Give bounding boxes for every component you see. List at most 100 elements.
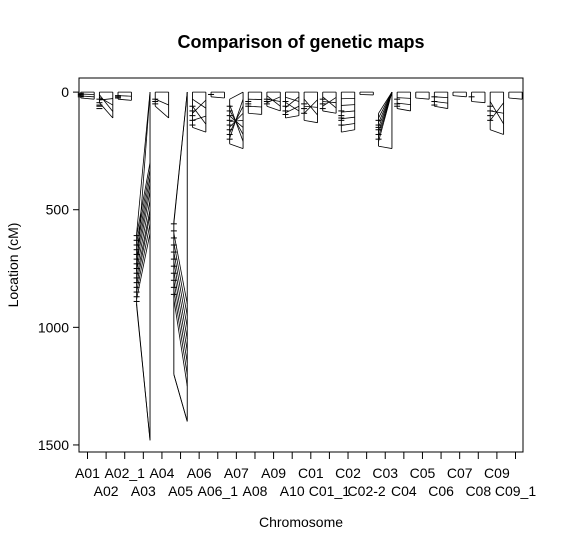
map-link (136, 303, 151, 441)
map-link (229, 143, 244, 149)
chromosome-A06 (189, 91, 207, 133)
x-tick-label: C04 (391, 483, 417, 499)
x-tick-label: C05 (410, 465, 436, 481)
map-link (489, 101, 504, 125)
map-link (136, 92, 151, 234)
map-link (489, 102, 504, 121)
x-tick-label: A06 (187, 465, 212, 481)
map-link (173, 299, 188, 387)
x-tick-label: A01 (75, 465, 100, 481)
chromosome-A08 (245, 91, 263, 115)
map-link (136, 92, 151, 271)
map-link (136, 169, 151, 243)
chromosome-A02_1 (115, 91, 132, 101)
map-link (378, 92, 393, 142)
chromosome-C04 (394, 91, 411, 112)
chromosome-A09 (263, 91, 281, 112)
map-link (173, 261, 188, 340)
map-link (229, 99, 244, 139)
map-link (154, 105, 169, 119)
map-link (136, 162, 151, 236)
x-axis: A01 A02 A02_1 A03 A04 A05 A06 A06_1 A07 A08 A09 A10… (75, 452, 536, 499)
map-link (397, 102, 411, 106)
chromosome-C01_1 (319, 91, 337, 114)
chromosome-A07 (226, 91, 244, 149)
map-link (229, 91, 244, 100)
map-link (173, 374, 188, 422)
map-link (229, 119, 244, 122)
chromosome-C09 (487, 91, 505, 135)
map-link (136, 190, 151, 264)
map-link (341, 116, 355, 120)
x-tick-label: A10 (280, 483, 305, 499)
map-link (80, 97, 95, 100)
chromosome-C03 (375, 91, 393, 149)
chromosome-C07 (452, 91, 467, 98)
map-link (341, 129, 355, 133)
map-link (192, 115, 206, 121)
y-tick-label: 1000 (38, 319, 69, 335)
x-tick-label: A02 (94, 483, 119, 499)
map-link (490, 129, 504, 135)
chromosome-C05 (415, 91, 430, 100)
map-link (415, 97, 430, 100)
x-tick-label: C07 (447, 465, 473, 481)
map-link (508, 97, 523, 100)
map-link (173, 289, 188, 375)
y-tick-label: 500 (46, 202, 70, 218)
x-tick-label: C06 (428, 483, 454, 499)
chromosome-C09_1 (508, 91, 523, 100)
map-link (117, 98, 132, 101)
map-link (452, 95, 467, 98)
y-axis: 0 500 1000 1500 (38, 84, 79, 453)
x-tick-label: C02-2 (348, 483, 386, 499)
map-link (229, 110, 244, 135)
map-link (322, 110, 337, 114)
map-link (248, 112, 262, 115)
x-tick-label: C02 (335, 465, 361, 481)
x-tick-label: A09 (261, 465, 286, 481)
x-tick-label: C08 (465, 483, 491, 499)
map-link (266, 105, 281, 112)
map-link (285, 96, 300, 102)
map-link (285, 105, 300, 114)
map-link (471, 101, 486, 104)
x-tick-label: C01 (298, 465, 324, 481)
x-tick-label: A07 (224, 465, 249, 481)
map-link (378, 145, 393, 149)
map-link (192, 98, 207, 109)
chromosome-A03 (133, 92, 151, 441)
x-tick-label: A02_1 (104, 465, 145, 481)
chromosome-C08 (468, 91, 486, 104)
chart-title: Comparison of genetic maps (177, 32, 424, 52)
map-link (99, 94, 114, 112)
map-link (397, 97, 411, 99)
map-link (285, 115, 299, 119)
chromosome-A10 (282, 91, 300, 119)
map-link (341, 110, 355, 113)
chromosome-C01 (301, 91, 318, 124)
chromosome-A06_1 (208, 91, 225, 99)
chromosome-A01 (77, 91, 95, 100)
y-tick-label: 1500 (38, 437, 69, 453)
x-tick-label: C01_1 (309, 483, 350, 499)
map-link (173, 251, 188, 328)
map-link (211, 96, 225, 99)
map-link (266, 95, 281, 107)
x-tick-label: C09 (484, 465, 510, 481)
x-tick-label: A06_1 (198, 483, 239, 499)
map-link (173, 92, 188, 224)
map-link (136, 223, 151, 293)
chromosome-A02 (96, 91, 114, 119)
x-tick-label: A03 (131, 483, 156, 499)
x-tick-label: A04 (149, 465, 174, 481)
map-link (304, 119, 318, 124)
plot-frame (78, 77, 524, 453)
map-link (80, 95, 95, 98)
x-tick-label: A05 (168, 483, 193, 499)
map-link (322, 97, 337, 107)
map-link (434, 105, 448, 109)
map-link (229, 115, 244, 128)
map-link (136, 233, 151, 300)
